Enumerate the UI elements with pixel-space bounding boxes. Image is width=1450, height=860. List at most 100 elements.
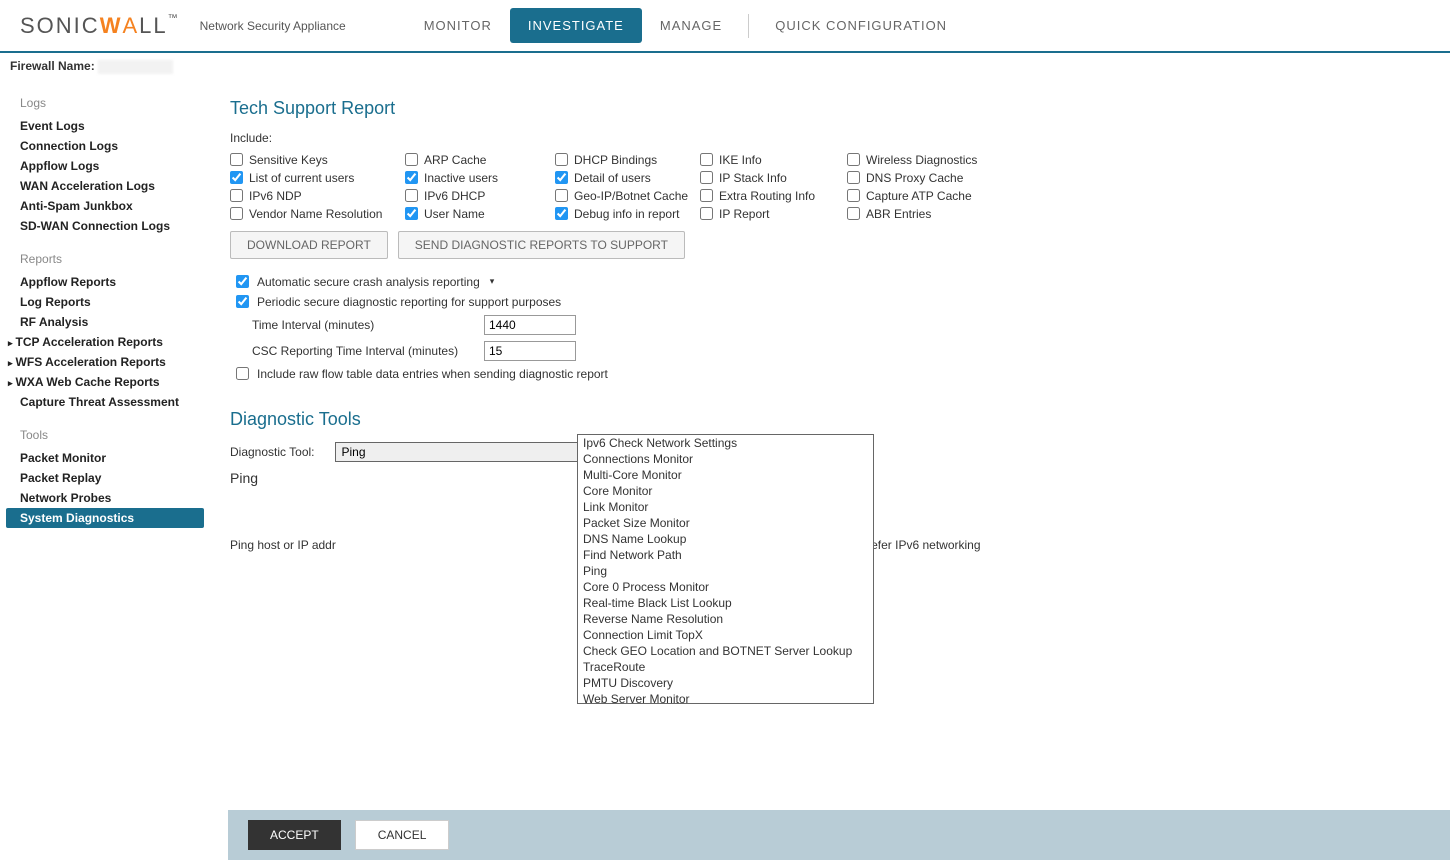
- dropdown-option[interactable]: Connection Limit TopX: [578, 627, 873, 643]
- sidebar-item-connection-logs[interactable]: Connection Logs: [0, 136, 210, 156]
- periodic-row: Periodic secure diagnostic reporting for…: [230, 295, 1430, 309]
- diag-tool-label: Diagnostic Tool:: [230, 445, 315, 459]
- dropdown-option[interactable]: Core 0 Process Monitor: [578, 579, 873, 595]
- cb-debug-info[interactable]: Debug info in report: [555, 207, 700, 221]
- cb-geoip-botnet[interactable]: Geo-IP/Botnet Cache: [555, 189, 700, 203]
- auto-crash-row: Automatic secure crash analysis reportin…: [230, 275, 1430, 289]
- firewall-name-row: Firewall Name:: [0, 53, 1450, 80]
- dropdown-option[interactable]: PMTU Discovery: [578, 675, 873, 691]
- sidebar-section-tools: Tools: [0, 422, 210, 448]
- cb-ipv6-ndp[interactable]: IPv6 NDP: [230, 189, 405, 203]
- dropdown-option[interactable]: Find Network Path: [578, 547, 873, 563]
- firewall-name-label: Firewall Name:: [10, 59, 95, 73]
- sidebar-item-appflow-reports[interactable]: Appflow Reports: [0, 272, 210, 292]
- dropdown-option[interactable]: Reverse Name Resolution: [578, 611, 873, 627]
- sidebar-item-wxa-cache-reports[interactable]: WXA Web Cache Reports: [0, 372, 210, 392]
- dropdown-option[interactable]: DNS Name Lookup: [578, 531, 873, 547]
- ping-label: Ping host or IP addr: [230, 538, 336, 552]
- download-report-button[interactable]: DOWNLOAD REPORT: [230, 231, 388, 259]
- sidebar-section-logs: Logs: [0, 90, 210, 116]
- csc-interval-input[interactable]: [484, 341, 576, 361]
- sidebar-item-appflow-logs[interactable]: Appflow Logs: [0, 156, 210, 176]
- csc-interval-label: CSC Reporting Time Interval (minutes): [252, 344, 472, 358]
- dropdown-option[interactable]: Ping: [578, 563, 873, 579]
- sidebar-item-packet-monitor[interactable]: Packet Monitor: [0, 448, 210, 468]
- cb-ike-info[interactable]: IKE Info: [700, 153, 847, 167]
- sidebar-item-system-diagnostics[interactable]: System Diagnostics: [6, 508, 204, 528]
- tsr-title: Tech Support Report: [230, 98, 1430, 119]
- cb-current-users[interactable]: List of current users: [230, 171, 405, 185]
- sidebar-item-sdwan-conn-logs[interactable]: SD-WAN Connection Logs: [0, 216, 210, 236]
- cb-sensitive-keys[interactable]: Sensitive Keys: [230, 153, 405, 167]
- time-interval-row: Time Interval (minutes): [230, 315, 1430, 335]
- time-interval-input[interactable]: [484, 315, 576, 335]
- diag-title: Diagnostic Tools: [230, 409, 1430, 430]
- cb-raw-flow[interactable]: [236, 367, 249, 380]
- tab-manage[interactable]: MANAGE: [642, 8, 740, 43]
- time-interval-label: Time Interval (minutes): [252, 318, 472, 332]
- tab-divider: [748, 14, 749, 38]
- raw-flow-row: Include raw flow table data entries when…: [230, 367, 1430, 381]
- report-buttons: DOWNLOAD REPORT SEND DIAGNOSTIC REPORTS …: [230, 231, 1430, 259]
- cb-capture-atp[interactable]: Capture ATP Cache: [847, 189, 1027, 203]
- sidebar-item-antispam-junkbox[interactable]: Anti-Spam Junkbox: [0, 196, 210, 216]
- sidebar-item-network-probes[interactable]: Network Probes: [0, 488, 210, 508]
- cancel-button[interactable]: CANCEL: [355, 820, 450, 850]
- dropdown-option[interactable]: Web Server Monitor: [578, 691, 873, 704]
- cb-ipv6-dhcp[interactable]: IPv6 DHCP: [405, 189, 555, 203]
- sidebar-item-capture-threat[interactable]: Capture Threat Assessment: [0, 392, 210, 412]
- cb-user-name[interactable]: User Name: [405, 207, 555, 221]
- dropdown-option[interactable]: TraceRoute: [578, 659, 873, 675]
- sidebar: Logs Event Logs Connection Logs Appflow …: [0, 80, 210, 559]
- auto-crash-label: Automatic secure crash analysis reportin…: [257, 275, 480, 289]
- include-label: Include:: [230, 131, 1430, 145]
- dropdown-option[interactable]: Packet Size Monitor: [578, 515, 873, 531]
- sidebar-item-packet-replay[interactable]: Packet Replay: [0, 468, 210, 488]
- periodic-label: Periodic secure diagnostic reporting for…: [257, 295, 561, 309]
- cb-inactive-users[interactable]: Inactive users: [405, 171, 555, 185]
- cb-ip-report[interactable]: IP Report: [700, 207, 847, 221]
- firewall-name-value: [98, 60, 173, 74]
- cb-auto-crash[interactable]: [236, 275, 249, 288]
- cb-ip-stack[interactable]: IP Stack Info: [700, 171, 847, 185]
- sidebar-item-log-reports[interactable]: Log Reports: [0, 292, 210, 312]
- tab-monitor[interactable]: MONITOR: [406, 8, 510, 43]
- dropdown-option[interactable]: Multi-Core Monitor: [578, 467, 873, 483]
- cb-dhcp-bindings[interactable]: DHCP Bindings: [555, 153, 700, 167]
- cb-vendor-name[interactable]: Vendor Name Resolution: [230, 207, 405, 221]
- dropdown-option[interactable]: Check GEO Location and BOTNET Server Loo…: [578, 643, 873, 659]
- sidebar-item-rf-analysis[interactable]: RF Analysis: [0, 312, 210, 332]
- cb-detail-users[interactable]: Detail of users: [555, 171, 700, 185]
- main-content: Tech Support Report Include: Sensitive K…: [210, 80, 1450, 559]
- tab-investigate[interactable]: INVESTIGATE: [510, 8, 642, 43]
- footer-bar: ACCEPT CANCEL: [228, 810, 1450, 860]
- send-diagnostic-button[interactable]: SEND DIAGNOSTIC REPORTS TO SUPPORT: [398, 231, 685, 259]
- dropdown-option[interactable]: Connections Monitor: [578, 451, 873, 467]
- dropdown-option[interactable]: Real-time Black List Lookup: [578, 595, 873, 611]
- cb-arp-cache[interactable]: ARP Cache: [405, 153, 555, 167]
- cb-periodic[interactable]: [236, 295, 249, 308]
- cb-wireless-diag[interactable]: Wireless Diagnostics: [847, 153, 1027, 167]
- main-tabs: MONITOR INVESTIGATE MANAGE QUICK CONFIGU…: [406, 8, 965, 43]
- sidebar-section-reports: Reports: [0, 246, 210, 272]
- caret-icon: ▾: [490, 276, 495, 287]
- sidebar-item-tcp-accel-reports[interactable]: TCP Acceleration Reports: [0, 332, 210, 352]
- sidebar-item-event-logs[interactable]: Event Logs: [0, 116, 210, 136]
- dropdown-option[interactable]: Ipv6 Check Network Settings: [578, 435, 873, 451]
- tab-quick-config[interactable]: QUICK CONFIGURATION: [757, 8, 965, 43]
- sidebar-item-wan-accel-logs[interactable]: WAN Acceleration Logs: [0, 176, 210, 196]
- raw-flow-label: Include raw flow table data entries when…: [257, 367, 608, 381]
- cb-dns-proxy[interactable]: DNS Proxy Cache: [847, 171, 1027, 185]
- header: SONICWALL™ Network Security Appliance MO…: [0, 0, 1450, 53]
- cb-abr-entries[interactable]: ABR Entries: [847, 207, 1027, 221]
- dropdown-option[interactable]: Link Monitor: [578, 499, 873, 515]
- logo: SONICWALL™: [20, 13, 180, 39]
- appliance-subtitle: Network Security Appliance: [200, 19, 346, 33]
- csc-interval-row: CSC Reporting Time Interval (minutes): [230, 341, 1430, 361]
- sidebar-item-wfs-accel-reports[interactable]: WFS Acceleration Reports: [0, 352, 210, 372]
- include-checkbox-grid: Sensitive Keys ARP Cache DHCP Bindings I…: [230, 153, 1430, 221]
- cb-extra-routing[interactable]: Extra Routing Info: [700, 189, 847, 203]
- diag-tool-dropdown[interactable]: Ipv6 Check Network SettingsConnections M…: [577, 434, 874, 704]
- dropdown-option[interactable]: Core Monitor: [578, 483, 873, 499]
- accept-button[interactable]: ACCEPT: [248, 820, 341, 850]
